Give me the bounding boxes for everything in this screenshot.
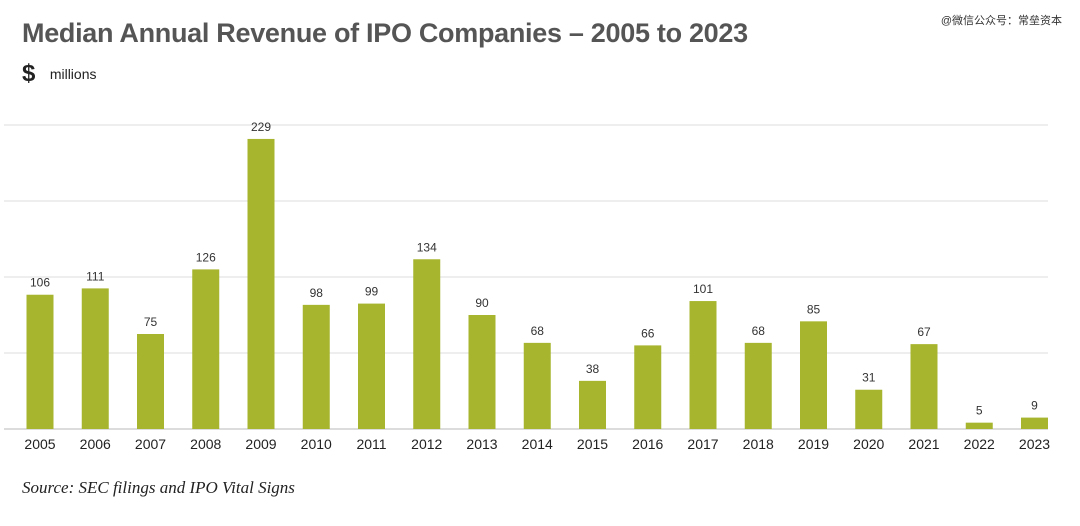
- x-tick-2006: 2006: [80, 436, 111, 452]
- data-label-2014: 68: [531, 324, 545, 338]
- data-label-2007: 75: [144, 315, 158, 329]
- bar-2023: [1021, 417, 1048, 429]
- data-label-2022: 5: [976, 404, 983, 418]
- bar-2007: [137, 334, 164, 429]
- data-label-2023: 9: [1031, 399, 1038, 413]
- x-tick-2013: 2013: [466, 436, 497, 452]
- x-tick-2021: 2021: [908, 436, 939, 452]
- chart-title: Median Annual Revenue of IPO Companies –…: [22, 18, 748, 48]
- bar-2017: [689, 301, 717, 429]
- data-label-2021: 67: [917, 325, 931, 339]
- bar-2008: [192, 269, 220, 429]
- data-label-2019: 85: [807, 302, 821, 316]
- currency-symbol: $: [22, 60, 36, 87]
- x-tick-2010: 2010: [301, 436, 332, 452]
- bar-2014: [523, 342, 551, 429]
- bar-chart: 106 2005 111 2006 75 2007 126 2008 229 2009 98 2010…: [4, 120, 1050, 452]
- units-label: $ millions: [22, 60, 97, 88]
- bar-2012: [413, 259, 441, 429]
- data-label-2018: 68: [752, 324, 766, 338]
- data-label-2005: 106: [30, 276, 50, 290]
- bar-2006: [81, 288, 109, 429]
- data-label-2011: 99: [365, 285, 379, 299]
- bar-2010: [302, 304, 330, 429]
- data-label-2008: 126: [196, 250, 216, 264]
- data-label-2017: 101: [693, 282, 713, 296]
- bar-2018: [744, 342, 772, 429]
- data-label-2012: 134: [417, 240, 437, 254]
- bar-2021: [910, 344, 938, 429]
- x-tick-2020: 2020: [853, 436, 884, 452]
- x-tick-2011: 2011: [356, 436, 386, 452]
- x-tick-2007: 2007: [135, 436, 166, 452]
- data-label-2010: 98: [310, 286, 324, 300]
- bar-2016: [634, 345, 662, 429]
- x-tick-2008: 2008: [190, 436, 221, 452]
- bar-2009: [247, 138, 275, 429]
- x-tick-2022: 2022: [964, 436, 995, 452]
- bar-2015: [579, 380, 606, 429]
- x-tick-2018: 2018: [743, 436, 774, 452]
- bar-2013: [468, 315, 496, 429]
- data-label-2013: 90: [475, 296, 489, 310]
- x-tick-2023: 2023: [1019, 436, 1050, 452]
- x-tick-2016: 2016: [632, 436, 663, 452]
- data-label-2016: 66: [641, 326, 655, 340]
- x-tick-2005: 2005: [24, 436, 55, 452]
- bar-2011: [358, 303, 385, 429]
- bar-2020: [855, 389, 883, 429]
- units-text: millions: [49, 66, 97, 82]
- data-label-2006: 111: [86, 269, 105, 283]
- x-tick-2014: 2014: [522, 436, 553, 452]
- x-tick-2009: 2009: [245, 436, 276, 452]
- bar-2019: [800, 321, 827, 429]
- data-label-2015: 38: [586, 362, 600, 376]
- x-tick-2015: 2015: [577, 436, 608, 452]
- x-tick-2019: 2019: [798, 436, 829, 452]
- bar-2022: [965, 422, 993, 429]
- x-tick-2017: 2017: [687, 436, 718, 452]
- x-tick-2012: 2012: [411, 436, 442, 452]
- data-label-2009: 229: [251, 120, 271, 134]
- bar-2005: [26, 294, 54, 429]
- watermark-text: @微信公众号：常垒资本: [940, 15, 1062, 27]
- source-note: Source: SEC filings and IPO Vital Signs: [22, 478, 295, 497]
- data-label-2020: 31: [862, 371, 876, 385]
